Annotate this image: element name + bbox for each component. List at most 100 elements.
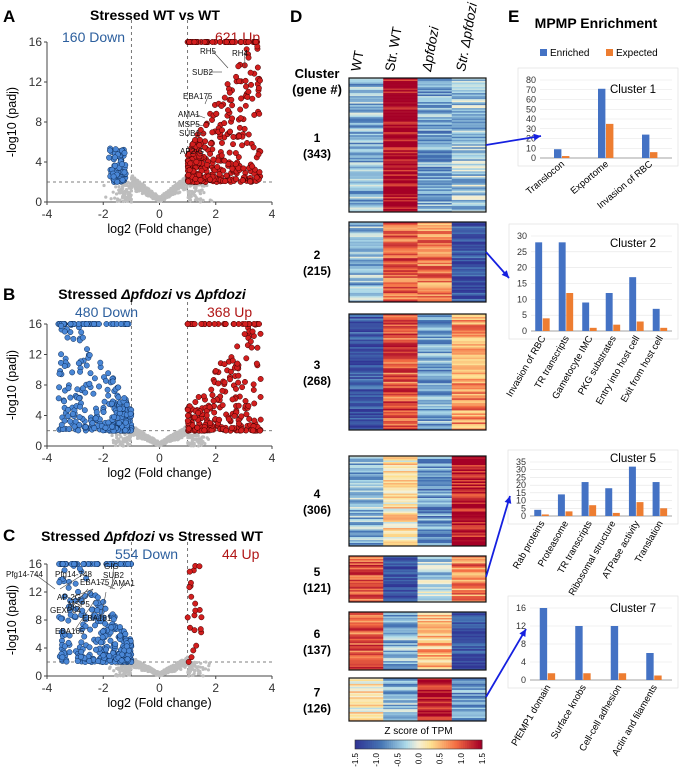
up-point — [257, 416, 264, 423]
ns-point — [187, 441, 192, 445]
volcano-x-label: log2 (Fold change) — [107, 696, 211, 710]
ns-point — [162, 670, 166, 674]
up-point — [218, 152, 225, 159]
up-point — [219, 127, 226, 134]
up-point — [192, 607, 199, 614]
down-point — [64, 334, 71, 341]
up-point — [228, 425, 235, 431]
cluster-gene-count: (343) — [303, 147, 331, 161]
volcano-a-title: Stressed WT vs WT — [90, 7, 220, 23]
volcano-x-tick-label: 0 — [156, 681, 163, 695]
volcano-y-tick-label: 8 — [35, 613, 42, 627]
volcano-y-tick-label: 8 — [35, 115, 42, 129]
gene-label: SUB1 — [179, 129, 200, 138]
down-point — [58, 351, 65, 358]
up-point — [235, 154, 242, 161]
down-point — [122, 631, 129, 637]
up-point — [196, 171, 203, 178]
up-point — [223, 427, 229, 434]
ns-point — [175, 183, 179, 188]
ns-point — [158, 199, 162, 203]
up-point — [227, 128, 234, 135]
up-point — [232, 161, 239, 168]
up-point — [191, 321, 198, 327]
up-point — [192, 399, 199, 405]
ns-point — [122, 673, 126, 677]
up-point — [192, 600, 199, 607]
ns-point — [179, 667, 183, 672]
ns-point — [126, 673, 130, 677]
up-point — [216, 416, 223, 423]
panel-label-a: A — [3, 7, 15, 26]
ns-point — [163, 439, 167, 443]
down-point — [103, 646, 109, 653]
ns-point — [196, 672, 201, 676]
up-point — [235, 372, 242, 379]
ns-point — [163, 192, 167, 196]
up-point — [233, 385, 239, 392]
ns-point — [104, 195, 108, 199]
up-point — [235, 63, 242, 70]
ns-point — [145, 436, 149, 440]
gene-label: EBA175 — [183, 92, 213, 101]
gene-label: Pfg14-744 — [6, 570, 43, 579]
up-point — [222, 321, 229, 327]
ns-point — [152, 671, 156, 675]
down-point — [123, 643, 130, 650]
ns-point — [153, 440, 157, 444]
up-point — [197, 177, 204, 183]
up-point — [239, 177, 246, 184]
up-point — [191, 414, 198, 421]
up-point — [255, 151, 262, 158]
ns-point — [161, 197, 165, 201]
ns-point — [200, 188, 204, 192]
up-point — [186, 584, 193, 591]
up-point — [221, 361, 228, 368]
up-point — [237, 106, 244, 113]
up-point — [186, 167, 193, 173]
up-point — [208, 386, 215, 393]
volcano-y-tick-label: 12 — [29, 348, 43, 362]
volcano-y-label: -log10 (padj) — [5, 350, 19, 420]
volcano-points — [102, 39, 264, 204]
up-point — [215, 157, 222, 164]
down-point — [94, 594, 101, 601]
down-point — [122, 419, 129, 426]
ns-point — [148, 191, 152, 195]
up-point — [232, 150, 239, 156]
up-point — [248, 81, 255, 88]
volcano-c-title-suffix: vs Stressed WT — [155, 528, 264, 544]
volcano-b-title-strain2: Δpfdozi — [194, 286, 247, 302]
down-point — [119, 176, 126, 183]
ns-point — [194, 188, 198, 193]
down-point — [115, 384, 122, 391]
up-point — [238, 427, 245, 434]
up-count-label: 368 Up — [207, 304, 252, 320]
up-point — [244, 140, 250, 146]
down-point — [79, 334, 86, 341]
down-point — [107, 147, 113, 154]
down-point — [92, 415, 99, 422]
volcano-y-tick-label: 12 — [29, 75, 43, 89]
up-point — [194, 424, 201, 431]
ns-point — [146, 193, 150, 197]
up-point — [184, 321, 191, 327]
down-point — [78, 329, 85, 336]
ns-point — [102, 183, 106, 188]
up-point — [210, 156, 217, 163]
up-point — [251, 112, 258, 118]
ns-point — [188, 665, 192, 670]
volcano-y-tick-label: 8 — [35, 378, 42, 392]
down-point — [105, 370, 112, 377]
gene-label: GEXP04 — [50, 606, 82, 615]
down-point — [69, 369, 76, 376]
down-point — [58, 615, 65, 622]
heatmap-cluster-3 — [348, 313, 487, 431]
volcano-x-tick-label: 2 — [212, 207, 219, 221]
ns-point — [141, 667, 145, 671]
gene-label: EBA165 — [55, 627, 85, 636]
ns-point — [201, 198, 205, 202]
gene-label: RH4 — [232, 49, 249, 58]
ns-point — [127, 438, 131, 442]
